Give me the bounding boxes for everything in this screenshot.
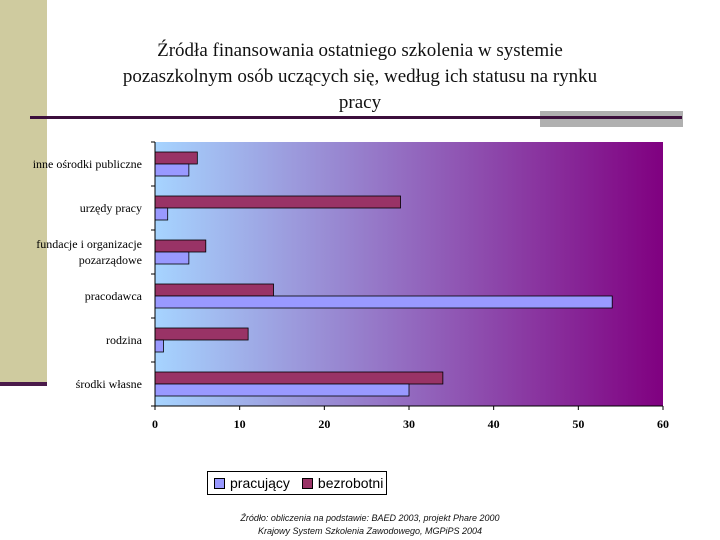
grey-decor-block (540, 111, 683, 127)
left-decor-bar (0, 0, 47, 383)
title-line-2: pozaszkolnym osób uczących się, według i… (122, 66, 598, 87)
x-tick-label-3: 30 (403, 417, 415, 430)
x-tick-label-5: 50 (572, 417, 584, 430)
bar-chart: inne ośrodki publiczne urzędy pracy fundac… (33, 141, 669, 430)
bar-bezrobotni-2 (154, 239, 207, 253)
title-line-3: pracy (338, 92, 382, 113)
category-label-2-0: fundacje i organizacje (36, 237, 142, 251)
chart-title: Źródła finansowania ostatniego szkolenia… (60, 38, 660, 116)
category-label-4-0: rodzina (106, 333, 143, 347)
left-decor-line (0, 382, 47, 386)
title-line-1: Źródła finansowania ostatniego szkolenia… (157, 40, 563, 61)
category-label-1-0: urzędy pracy (80, 201, 142, 215)
x-tick-label-4: 40 (488, 417, 500, 430)
legend-swatch-bezrobotni (301, 477, 313, 489)
category-label-5-0: środki własne (76, 377, 142, 391)
x-tick-label-0: 0 (152, 417, 158, 430)
x-tick-label-1: 10 (234, 417, 246, 430)
source-note: Źródło: obliczenia na podstawie: BAED 20… (170, 512, 570, 538)
legend-swatch-pracujacy (214, 477, 225, 489)
bar-bezrobotni-0 (154, 151, 198, 165)
bar-bezrobotni-3 (154, 283, 274, 297)
plot-area (155, 142, 663, 406)
category-label-0-0: inne ośrodki publiczne (33, 157, 142, 171)
x-tick-label-2: 20 (318, 417, 330, 430)
source-line-2: Krajowy System Szkolenia Zawodowego, MGP… (257, 526, 483, 536)
bar-bezrobotni-5 (154, 371, 444, 385)
legend: pracujący bezrobotni (207, 471, 387, 495)
legend-item-bezrobotni: bezrobotni (301, 475, 384, 491)
category-label-2-1: pozarządowe (79, 253, 142, 267)
bar-pracujacy-2 (154, 251, 190, 265)
bar-pracujacy-3 (154, 295, 613, 309)
bar-pracujacy-0 (154, 163, 190, 177)
legend-label-pracujacy: pracujący (230, 475, 290, 491)
bar-pracujacy-5 (154, 383, 410, 397)
category-label-3-0: pracodawca (85, 289, 143, 303)
legend-label-bezrobotni: bezrobotni (317, 475, 384, 491)
bar-pracujacy-4 (154, 339, 164, 353)
source-line-1: Źródło: obliczenia na podstawie: BAED 20… (240, 513, 500, 523)
bar-bezrobotni-1 (154, 195, 401, 209)
bar-bezrobotni-4 (154, 327, 249, 341)
title-rule (30, 116, 682, 119)
legend-item-pracujacy: pracujący (214, 475, 290, 491)
bar-pracujacy-1 (154, 207, 169, 221)
x-tick-label-6: 60 (657, 417, 669, 430)
